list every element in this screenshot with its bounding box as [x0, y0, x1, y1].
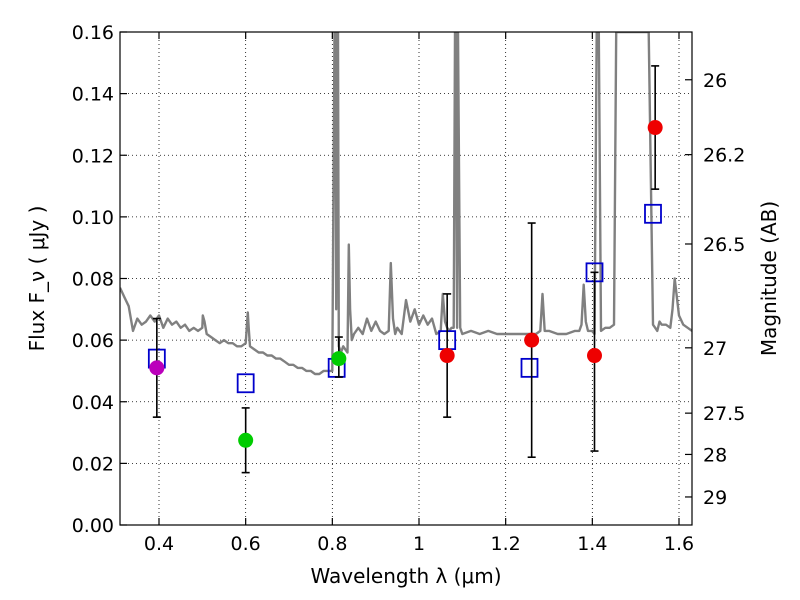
x-tick-label: 1.4 [577, 533, 607, 555]
y2-tick-label: 28 [703, 444, 727, 466]
x-tick-label: 1.2 [491, 533, 521, 555]
y-axis-label: Flux F_ν ( μJy ) [25, 206, 49, 352]
observed-point [647, 120, 663, 136]
x-tick-label: 1.6 [664, 533, 694, 555]
x-tick-label: 0.6 [231, 533, 261, 555]
y-tick-label: 0.08 [72, 269, 114, 291]
y2-tick-label: 26 [703, 70, 727, 92]
observed-point [238, 432, 254, 448]
y-tick-label: 0.00 [72, 515, 114, 537]
observed-point [331, 351, 347, 367]
spectrum-layer [120, 32, 692, 376]
observed-point [439, 348, 455, 364]
plot-frame [119, 31, 693, 526]
grid [120, 31, 692, 526]
x-tick-label: 0.8 [317, 533, 347, 555]
model-point [644, 203, 662, 224]
marks [147, 65, 663, 474]
observed-point [587, 348, 602, 364]
ticks: 0.4 0.6 0.8 1 1.2 1.4 1.6 0.00 0.02 0.04 0.06 0.08 0… [72, 22, 746, 555]
y-tick-label: 0.14 [72, 84, 114, 106]
model-point [520, 357, 539, 378]
y2-tick-label: 27 [703, 338, 727, 360]
y-tick-label: 0.12 [72, 145, 114, 167]
y-tick-label: 0.16 [72, 22, 114, 44]
spectrum-line [120, 32, 692, 376]
observed-point [524, 332, 540, 348]
y2-tick-label: 27.5 [703, 403, 745, 425]
observed-point [149, 360, 165, 376]
y2-tick-label: 26.5 [703, 234, 745, 256]
y-tick-label: 0.06 [72, 330, 114, 352]
x-tick-label: 1 [413, 533, 425, 555]
x-tick-label: 0.4 [144, 533, 174, 555]
model-point [236, 373, 255, 394]
x-axis-label: Wavelength λ (μm) [310, 564, 501, 588]
y2-tick-label: 26.2 [703, 145, 745, 167]
y-tick-label: 0.10 [72, 207, 114, 229]
y-tick-label: 0.02 [72, 453, 114, 475]
y2-axis-label: Magnitude (AB) [757, 201, 781, 356]
y-tick-label: 0.04 [72, 392, 114, 414]
y2-tick-label: 29 [703, 487, 727, 509]
